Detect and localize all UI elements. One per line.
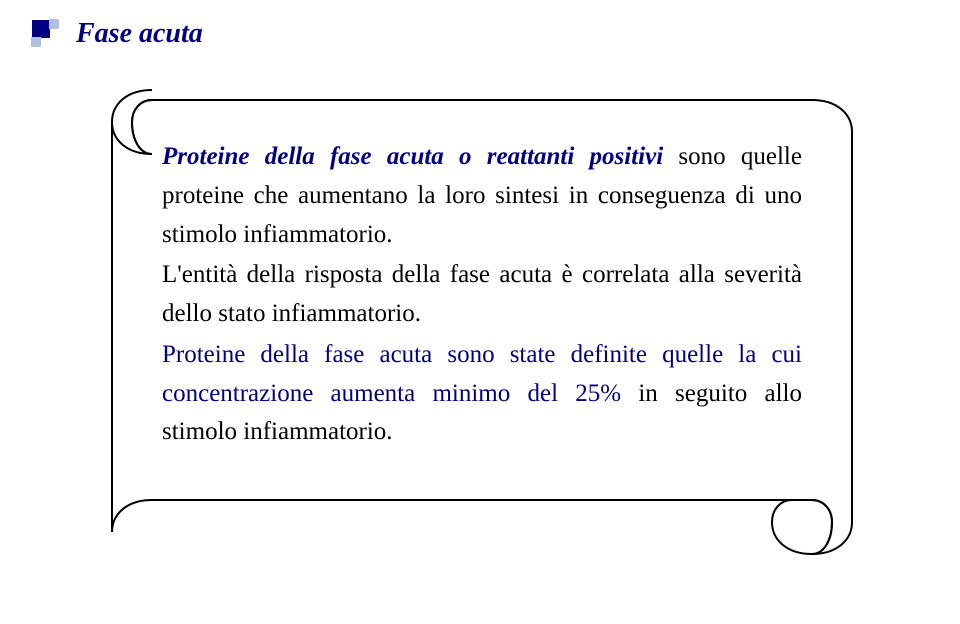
paragraph-3: Proteine della fase acuta sono state def… — [162, 336, 802, 452]
scroll-parchment: Proteine della fase acuta o reattanti po… — [92, 82, 872, 572]
paragraph-2: L'entità della risposta della fase acuta… — [162, 256, 802, 334]
paragraph-1: Proteine della fase acuta o reattanti po… — [162, 138, 802, 254]
slide-title: Fase acuta — [76, 18, 203, 50]
highlight-proteins-positive: Proteine della fase acuta o reattanti po… — [162, 143, 663, 170]
scroll-text-content: Proteine della fase acuta o reattanti po… — [162, 138, 802, 454]
slide-bullet-icon — [32, 20, 64, 52]
